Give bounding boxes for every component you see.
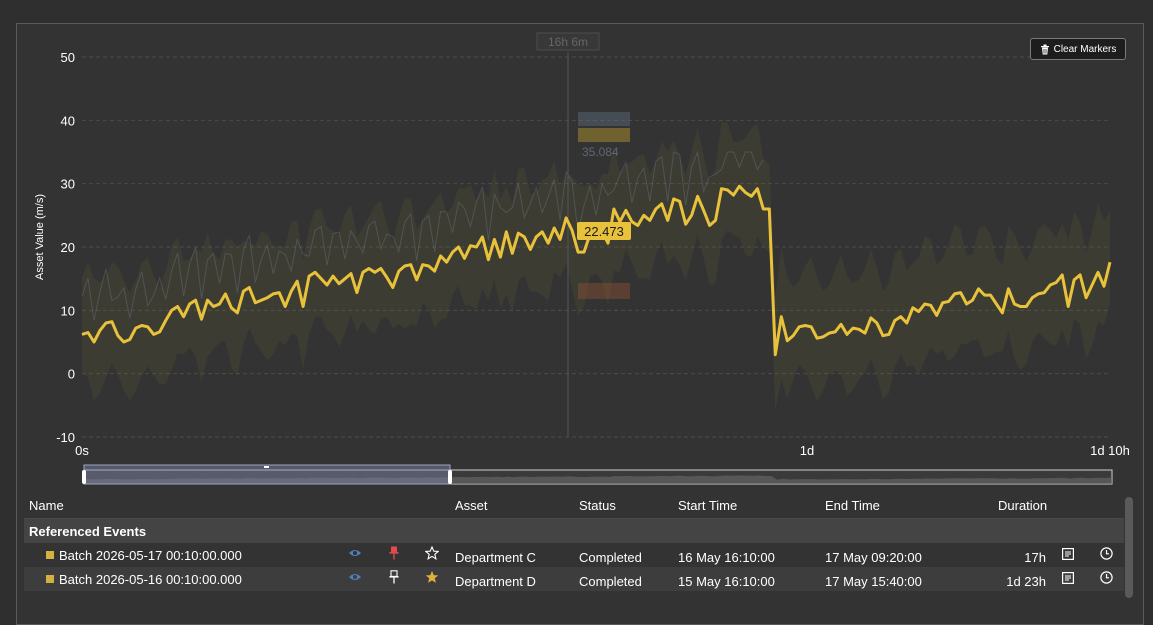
value-tooltip-label: 22.473 [584,224,624,239]
event-asset: Department C [455,550,536,565]
star-filled-icon[interactable] [425,570,439,587]
details-icon[interactable] [1062,548,1075,563]
series-band [82,122,1110,410]
clear-markers-button[interactable]: Clear Markers [1030,38,1126,60]
group-row-referenced-events[interactable]: Referenced Events [24,519,1124,543]
event-name: Batch 2026-05-17 00:10:00.000 [59,548,242,563]
trend-chart[interactable]: 50 40 30 20 10 0 -10 Asset Value (m/s) 0s 1d 1d 10… [0,0,1153,598]
event-name: Batch 2026-05-16 00:10:00.000 [59,572,242,587]
table-header: Name Asset Status Start Time End Time Du… [24,492,1124,519]
x-tick-label: 0s [75,443,89,458]
event-duration: 1d 23h [1006,574,1046,589]
navigator-sparkline [84,475,1112,484]
tooltip-value-secondary: 35.084 [582,145,619,159]
y-tick-label: 50 [61,50,75,65]
star-outline-icon[interactable] [424,545,440,563]
clock-icon[interactable] [1100,571,1113,587]
tooltip-marker [578,128,630,142]
details-icon[interactable] [1062,572,1075,587]
y-tick-label: 30 [61,177,75,192]
y-tick-label: 40 [61,113,75,128]
col-header-start-time[interactable]: Start Time [678,498,738,513]
x-tick-label: 1d 10h [1090,443,1130,458]
pin-outline-icon[interactable] [389,570,399,587]
tooltip-marker [578,112,630,126]
y-tick-label: 0 [68,367,75,382]
time-cursor-box [536,32,600,51]
events-table: Name Asset Status Start Time End Time Du… [24,492,1124,591]
eye-icon[interactable] [348,571,362,586]
event-asset: Department D [455,574,536,589]
col-header-end-time[interactable]: End Time [825,498,880,513]
x-tick-label: 1d [800,443,814,458]
event-start-time: 15 May 16:10:00 [678,574,775,589]
navigator-handle-right[interactable] [448,470,452,484]
y-tick-label: 20 [61,240,75,255]
time-cursor-label: 16h 6m [548,35,588,49]
y-tick-label: 10 [61,303,75,318]
event-end-time: 17 May 09:20:00 [825,550,922,565]
eye-icon[interactable] [348,547,362,562]
table-row[interactable]: Batch 2026-05-17 00:10:00.000 Department… [24,543,1124,580]
pin-icon[interactable] [389,546,399,563]
event-color-swatch [46,551,54,559]
col-header-name[interactable]: Name [29,498,64,513]
table-row[interactable]: Batch 2026-05-16 00:10:00.000 Department… [24,567,1124,591]
y-tick-label: -10 [56,430,75,445]
secondary-series-line [81,150,764,321]
trash-icon [1040,44,1049,54]
col-header-asset[interactable]: Asset [455,498,488,513]
clock-icon[interactable] [1100,547,1113,563]
y-axis-label: Asset Value (m/s) [34,194,46,280]
navigator-handle-left[interactable] [82,470,86,484]
event-status: Completed [579,574,642,589]
event-end-time: 17 May 15:40:00 [825,574,922,589]
col-header-duration[interactable]: Duration [998,498,1048,513]
navigator-grip [264,466,269,468]
event-status: Completed [579,550,642,565]
col-header-status[interactable]: Status [579,498,616,513]
event-start-time: 16 May 16:10:00 [678,550,775,565]
group-label: Referenced Events [29,524,147,539]
table-scrollbar[interactable] [1125,497,1133,598]
tooltip-marker [578,283,630,299]
value-tooltip [577,222,631,240]
clear-markers-label: Clear Markers [1053,43,1117,55]
event-color-swatch [46,575,54,583]
